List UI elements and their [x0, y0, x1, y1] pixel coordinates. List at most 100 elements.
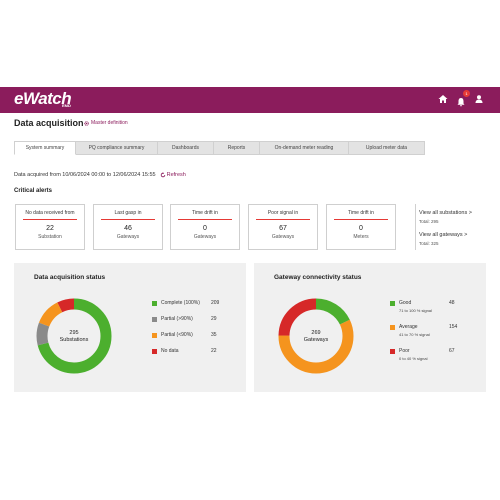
donut-segment-no-data[interactable]: [36, 298, 112, 374]
legend-swatch: [152, 348, 157, 354]
legend-label-text: Average: [399, 324, 418, 330]
legend-value: 209: [211, 300, 220, 306]
donut-center-value: 269: [311, 330, 320, 336]
legend-swatch: [390, 348, 395, 354]
legend-label: No data: [161, 348, 179, 354]
panel-title: Gateway connectivity status: [274, 274, 362, 281]
legend-label: Poor 0 to 40 % signal: [399, 348, 449, 361]
legend-value: 48: [449, 300, 455, 306]
legend-item-no-data: No data 22: [152, 348, 217, 354]
alert-unit: Meters: [353, 234, 369, 240]
alert-unit: Gateways: [271, 234, 295, 240]
acquisition-info: Data acquired from 10/06/2024 00:00 to 1…: [14, 172, 186, 178]
view-all-substations-link[interactable]: View all substations >: [419, 210, 472, 216]
top-navigation-bar: eWatch EMD 1: [0, 87, 500, 113]
alert-unit: Gateways: [193, 234, 217, 240]
legend-item-good: Good 71 to 100 % signal 48: [390, 300, 455, 313]
user-icon[interactable]: [474, 94, 484, 104]
donut-center-label: Substations: [60, 337, 89, 343]
legend-label-text: Good: [399, 300, 412, 306]
alert-title: Time drift in: [192, 210, 218, 216]
gear-icon: [84, 120, 89, 126]
legend-value: 154: [449, 324, 458, 330]
legend-value: 67: [449, 348, 455, 354]
panel-title: Data acquisition status: [34, 274, 106, 281]
notification-badge: 1: [463, 90, 470, 97]
legend-item-poor: Poor 0 to 40 % signal 67: [390, 348, 455, 361]
legend-item-partial-under-90: Partial (<90%) 35: [152, 332, 217, 338]
legend-swatch: [390, 300, 395, 306]
alert-underline: [100, 219, 156, 220]
donut-segments: [278, 298, 354, 374]
alert-value: 22: [46, 225, 54, 232]
refresh-icon: [160, 172, 165, 178]
data-acquisition-status-panel: Data acquisition status 295 Substations …: [14, 263, 246, 392]
master-definition-link[interactable]: Master definition: [84, 120, 128, 126]
alert-card-time-drift-meters[interactable]: Time drift in 0 Meters: [326, 204, 396, 250]
alert-underline: [177, 219, 233, 220]
alert-title: Poor signal in: [267, 210, 299, 216]
acquisition-range: Data acquired from 10/06/2024 00:00 to 1…: [14, 172, 156, 178]
legend-subtitle: 71 to 100 % signal: [399, 308, 432, 313]
donut-segment-poor[interactable]: [278, 298, 354, 374]
donut-center-value: 295: [69, 330, 78, 336]
top-icons: 1: [438, 90, 484, 107]
legend-swatch: [152, 316, 157, 322]
alert-card-no-data[interactable]: No data received from 22 Substation: [15, 204, 85, 250]
tab-bar: System summary PQ compliance summary Das…: [14, 141, 425, 155]
refresh-button[interactable]: Refresh: [160, 172, 186, 178]
tab-dashboards[interactable]: Dashboards: [158, 141, 214, 155]
legend-label: Partial (<90%): [161, 332, 193, 338]
alert-underline: [22, 219, 78, 220]
legend-label-text: Poor: [399, 348, 410, 354]
notifications-button[interactable]: 1: [456, 90, 470, 107]
bell-icon: [457, 98, 465, 107]
legend-value: 22: [211, 348, 217, 354]
alert-card-poor-signal[interactable]: Poor signal in 67 Gateways: [248, 204, 318, 250]
alert-value: 0: [359, 225, 363, 232]
legend-subtitle: 0 to 40 % signal: [399, 356, 428, 361]
view-all-gateways-link[interactable]: View all gateways >: [419, 232, 468, 238]
donut-segment-partial-90[interactable]: [36, 298, 112, 374]
alert-card-last-gasp[interactable]: Last gasp in 46 Gateways: [93, 204, 163, 250]
donut-segment-average[interactable]: [278, 298, 354, 374]
alert-title: Last gasp in: [114, 210, 142, 216]
alerts-divider: [415, 204, 416, 250]
data-acquisition-donut: 295 Substations: [36, 298, 112, 374]
alert-title: Time drift in: [348, 210, 374, 216]
app-logo[interactable]: eWatch: [14, 89, 72, 108]
alert-title: No data received from: [25, 210, 75, 216]
legend-label: Average 41 to 70 % signal: [399, 324, 449, 337]
refresh-label: Refresh: [166, 172, 186, 178]
gateway-connectivity-donut: 269 Gateways: [278, 298, 354, 374]
alert-unit: Gateways: [116, 234, 140, 240]
tab-system-summary[interactable]: System summary: [14, 141, 76, 155]
legend-item-average: Average 41 to 70 % signal 154: [390, 324, 457, 337]
tab-upload-meter-data[interactable]: Upload meter data: [349, 141, 425, 155]
alert-value: 46: [124, 225, 132, 232]
gateways-total: Total: 325: [419, 241, 439, 246]
legend-swatch: [152, 300, 157, 306]
legend-label: Complete (100%): [161, 300, 200, 306]
critical-alerts-title: Critical alerts: [14, 188, 53, 194]
donut-segments: [36, 298, 112, 374]
master-definition-label: Master definition: [91, 120, 128, 126]
gateway-connectivity-status-panel: Gateway connectivity status 269 Gateways…: [254, 263, 486, 392]
alert-value: 67: [279, 225, 287, 232]
legend-swatch: [390, 324, 395, 330]
legend-swatch: [152, 332, 157, 338]
alert-card-time-drift-gateways[interactable]: Time drift in 0 Gateways: [170, 204, 240, 250]
tab-pq-compliance-summary[interactable]: PQ compliance summary: [76, 141, 158, 155]
substations-total: Total: 295: [419, 219, 439, 224]
legend-subtitle: 41 to 70 % signal: [399, 332, 430, 337]
tab-on-demand-meter-reading[interactable]: On-demand meter reading: [260, 141, 349, 155]
legend-value: 35: [211, 332, 217, 338]
tab-reports[interactable]: Reports: [214, 141, 260, 155]
legend-item-complete: Complete (100%) 209: [152, 300, 219, 306]
legend-value: 29: [211, 316, 217, 322]
donut-center-label: Gateways: [304, 337, 329, 343]
home-icon[interactable]: [438, 94, 448, 104]
legend-item-partial-over-90: Partial (>90%) 29: [152, 316, 217, 322]
page-title: Data acquisition: [14, 118, 84, 128]
alert-underline: [255, 219, 311, 220]
